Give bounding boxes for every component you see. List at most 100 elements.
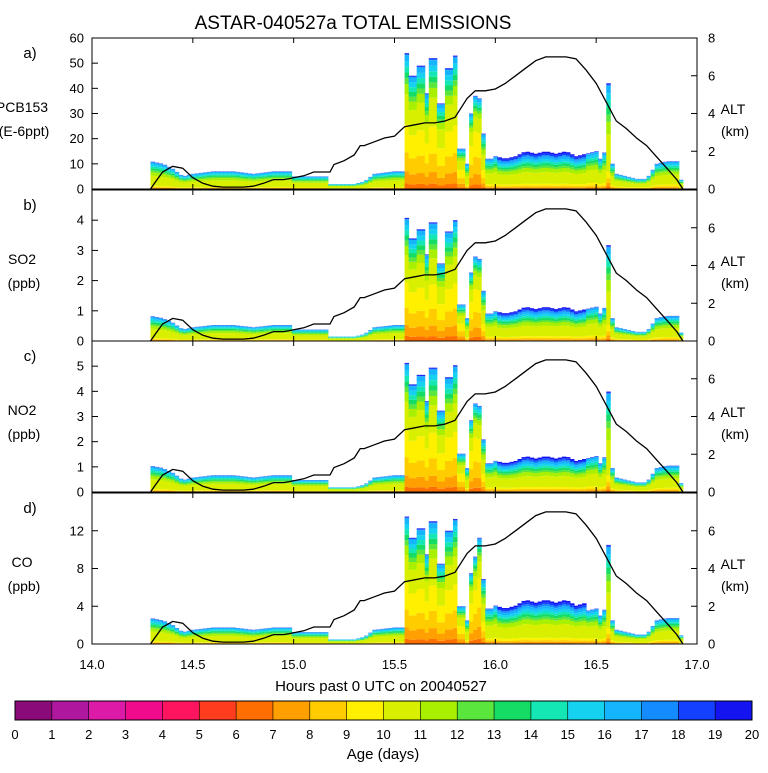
age-bin-segment bbox=[598, 164, 603, 166]
age-bin-segment bbox=[324, 485, 329, 486]
age-bin-segment bbox=[247, 490, 252, 491]
age-bin-segment bbox=[171, 477, 176, 478]
age-bin-segment bbox=[413, 386, 418, 387]
age-bin-segment bbox=[501, 472, 506, 474]
age-bin-segment bbox=[570, 186, 575, 187]
age-bin-segment bbox=[570, 187, 575, 188]
age-bin-segment bbox=[558, 158, 563, 160]
age-bin-segment bbox=[453, 367, 458, 372]
age-bin-segment bbox=[477, 407, 482, 410]
age-bin-segment bbox=[610, 339, 615, 340]
age-bin-segment bbox=[497, 340, 502, 341]
age-bin-segment bbox=[562, 172, 567, 184]
age-bin-segment bbox=[267, 174, 272, 175]
age-bin-segment bbox=[372, 483, 377, 485]
age-bin-segment bbox=[626, 183, 631, 187]
age-bin-segment bbox=[401, 477, 406, 478]
age-bin-segment bbox=[195, 327, 200, 328]
age-bin-segment bbox=[550, 313, 555, 315]
age-bin-segment bbox=[558, 160, 563, 162]
age-bin-segment bbox=[167, 324, 172, 325]
age-bin-segment bbox=[199, 176, 204, 177]
age-bin-segment bbox=[598, 168, 603, 170]
age-bin-segment bbox=[598, 187, 603, 188]
age-bin-segment bbox=[554, 167, 559, 169]
age-bin-segment bbox=[578, 170, 583, 174]
age-bin-segment bbox=[384, 331, 389, 332]
age-bin-segment bbox=[332, 339, 337, 341]
age-bin-segment bbox=[163, 186, 168, 187]
age-bin-segment bbox=[380, 188, 385, 189]
age-bin-segment bbox=[582, 311, 587, 312]
age-bin-segment bbox=[183, 179, 188, 180]
age-bin-segment bbox=[433, 223, 438, 224]
age-bin-segment bbox=[392, 477, 397, 478]
age-bin-segment bbox=[280, 479, 285, 480]
age-bin-segment bbox=[445, 377, 450, 378]
age-bin-segment bbox=[469, 302, 474, 319]
age-bin-segment bbox=[655, 164, 660, 166]
age-bin-segment bbox=[485, 318, 490, 320]
age-bin-segment bbox=[542, 186, 547, 187]
species-name: SO2 bbox=[8, 251, 36, 267]
age-bin-segment bbox=[376, 331, 381, 332]
age-bin-segment bbox=[159, 330, 164, 339]
age-bin-segment bbox=[259, 478, 264, 479]
age-bin-segment bbox=[626, 180, 631, 181]
age-bin-segment bbox=[534, 186, 539, 187]
age-bin-segment bbox=[542, 161, 547, 163]
age-bin-segment bbox=[485, 474, 490, 477]
age-bin-segment bbox=[312, 335, 317, 339]
age-bin-segment bbox=[239, 175, 244, 176]
age-bin-segment bbox=[401, 176, 406, 177]
age-bin-segment bbox=[445, 243, 450, 248]
age-bin-segment bbox=[501, 488, 506, 490]
age-bin-segment bbox=[614, 328, 619, 329]
age-bin-segment bbox=[150, 164, 155, 166]
age-bin-segment bbox=[505, 469, 510, 471]
age-bin-segment bbox=[647, 178, 652, 179]
age-bin-segment bbox=[425, 115, 430, 122]
age-bin-segment bbox=[574, 159, 579, 160]
age-bin-segment bbox=[280, 174, 285, 175]
age-bin-segment bbox=[441, 268, 446, 271]
age-bin-segment bbox=[263, 327, 268, 328]
age-bin-segment bbox=[171, 480, 176, 482]
age-bin-segment bbox=[626, 177, 631, 178]
age-bin-segment bbox=[219, 329, 224, 330]
age-bin-segment bbox=[651, 339, 656, 340]
age-bin-segment bbox=[199, 339, 204, 340]
age-bin-segment bbox=[159, 470, 164, 472]
age-bin-segment bbox=[183, 481, 188, 482]
age-bin-segment bbox=[437, 108, 442, 112]
age-bin-segment bbox=[590, 318, 595, 320]
age-bin-segment bbox=[284, 327, 289, 328]
age-bin-segment bbox=[497, 321, 502, 323]
age-bin-segment bbox=[461, 305, 466, 307]
age-bin-segment bbox=[554, 173, 559, 184]
age-bin-segment bbox=[489, 168, 494, 170]
age-bin-segment bbox=[675, 162, 680, 164]
age-bin-segment bbox=[538, 317, 543, 319]
age-bin-segment bbox=[388, 181, 393, 187]
age-bin-segment bbox=[647, 339, 652, 340]
age-bin-segment bbox=[534, 169, 539, 173]
age-bin-segment bbox=[405, 370, 410, 375]
age-bin-segment bbox=[558, 310, 563, 311]
y-tick-label: 50 bbox=[70, 56, 84, 71]
age-bin-segment bbox=[550, 308, 555, 309]
age-bin-segment bbox=[667, 328, 672, 337]
age-bin-segment bbox=[518, 187, 523, 188]
age-bin-segment bbox=[235, 177, 240, 178]
age-bin-segment bbox=[501, 489, 506, 490]
age-bin-segment bbox=[453, 248, 458, 257]
age-bin-segment bbox=[405, 381, 410, 386]
age-bin-segment bbox=[405, 365, 410, 370]
age-bin-segment bbox=[465, 320, 470, 322]
age-bin-segment bbox=[284, 478, 289, 479]
age-bin-segment bbox=[614, 339, 619, 340]
age-bin-segment bbox=[671, 170, 676, 172]
age-bin-segment bbox=[453, 394, 458, 403]
age-bin-segment bbox=[497, 470, 502, 472]
age-bin-segment bbox=[300, 484, 305, 485]
